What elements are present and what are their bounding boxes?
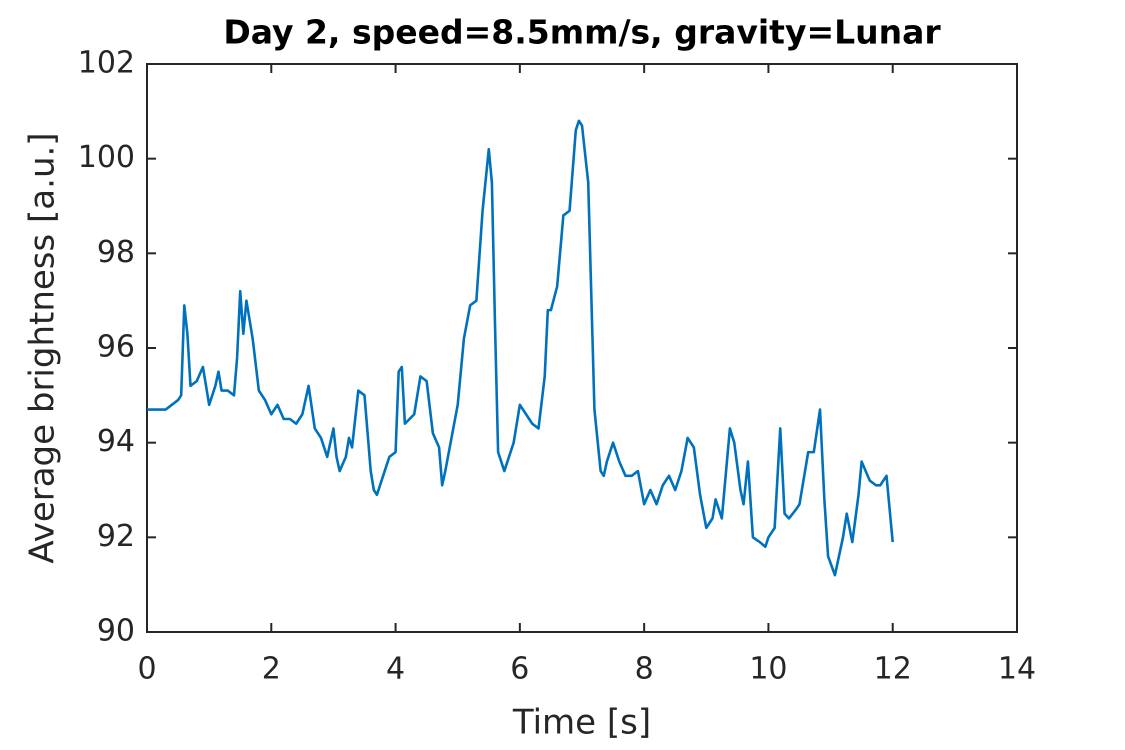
x-tick-label: 2 xyxy=(262,652,281,687)
y-tick-label: 90 xyxy=(97,614,135,649)
x-tick-label: 4 xyxy=(386,652,405,687)
chart-title: Day 2, speed=8.5mm/s, gravity=Lunar xyxy=(223,13,941,52)
y-tick-label: 102 xyxy=(78,46,135,81)
y-axis-label: Average brightness [a.u.] xyxy=(23,132,63,563)
x-tick-label: 6 xyxy=(510,652,529,687)
x-tick-label: 0 xyxy=(137,652,156,687)
y-tick-label: 94 xyxy=(97,424,135,459)
y-tick-label: 92 xyxy=(97,519,135,554)
data-line xyxy=(147,119,895,577)
y-tick-label: 98 xyxy=(97,235,135,270)
x-tick-label: 10 xyxy=(749,652,787,687)
x-axis-label: Time [s] xyxy=(512,703,651,743)
x-tick-label: 12 xyxy=(874,652,912,687)
x-tick-label: 8 xyxy=(635,652,654,687)
plot-frame xyxy=(146,63,1018,633)
y-tick-label: 100 xyxy=(78,140,135,175)
y-tick-label: 96 xyxy=(97,330,135,365)
x-tick-label: 14 xyxy=(998,652,1036,687)
